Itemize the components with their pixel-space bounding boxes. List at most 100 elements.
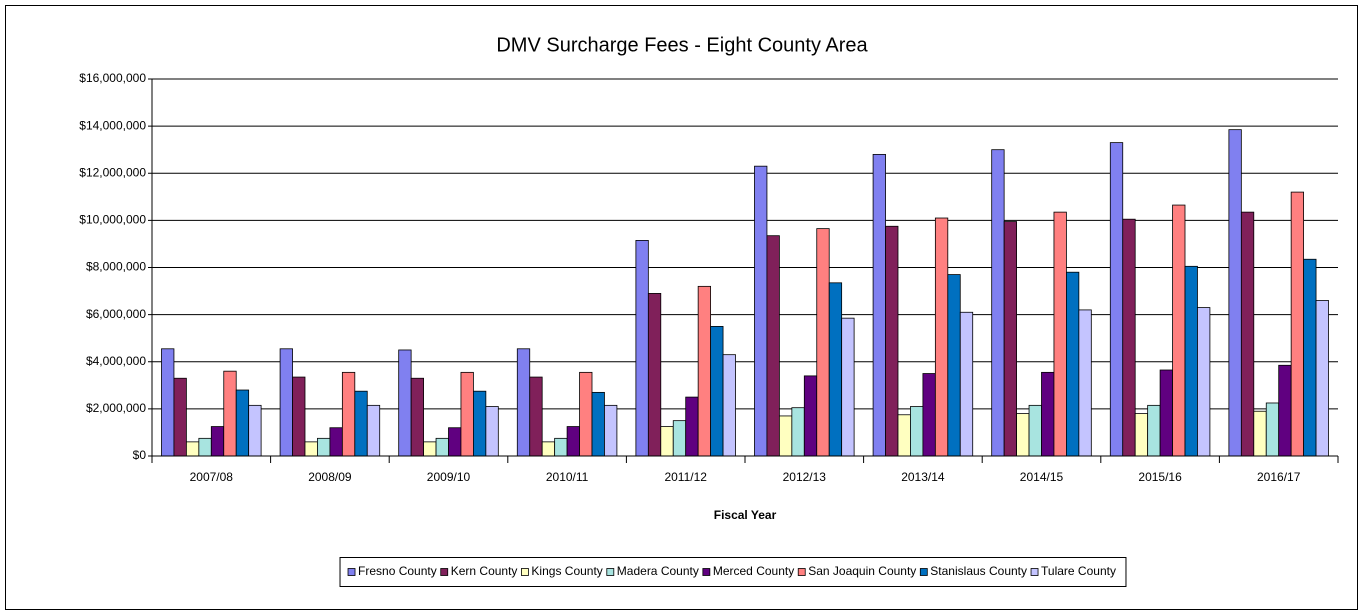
y-tick-label: $16,000,000 <box>79 71 146 85</box>
bar <box>722 354 736 457</box>
legend-label: Merced County <box>713 564 794 578</box>
y-tick-label: $6,000,000 <box>86 307 146 321</box>
bar <box>1134 413 1149 457</box>
bar <box>210 426 225 457</box>
bar <box>248 404 262 457</box>
bar <box>304 441 318 457</box>
bar <box>292 376 306 457</box>
legend-label: Kings County <box>531 564 602 578</box>
bar <box>1147 404 1161 457</box>
bar <box>1078 309 1092 457</box>
bar <box>566 426 580 457</box>
bar <box>354 390 368 457</box>
bar <box>1303 258 1317 457</box>
bar <box>1290 191 1305 457</box>
bar <box>198 437 212 457</box>
bar <box>1265 402 1280 457</box>
bar <box>647 293 662 457</box>
legend-swatch <box>347 568 356 576</box>
x-tick-label: 2016/17 <box>1257 470 1301 484</box>
legend-label: Stanislaus County <box>930 564 1027 578</box>
bar <box>329 427 343 457</box>
bar <box>473 390 487 457</box>
legend-label: Tulare County <box>1041 564 1116 578</box>
bar <box>991 149 1005 457</box>
chart-title: DMV Surcharge Fees - Eight County Area <box>496 34 868 56</box>
y-tick-label: $14,000,000 <box>79 118 146 132</box>
bar <box>341 371 356 457</box>
bar <box>816 228 830 457</box>
bar <box>803 375 818 457</box>
bar <box>529 376 543 457</box>
y-tick-label: $2,000,000 <box>86 401 146 415</box>
bar <box>1122 218 1136 457</box>
bar <box>1278 364 1292 457</box>
bar <box>398 349 412 457</box>
bar <box>235 389 250 457</box>
bar <box>435 437 449 457</box>
x-tick-label: 2007/08 <box>190 470 234 484</box>
y-tick-label: $10,000,000 <box>79 213 146 227</box>
bar <box>1197 307 1211 457</box>
legend-swatch <box>797 568 806 576</box>
bar <box>185 441 200 457</box>
legend-box <box>339 557 1127 587</box>
bar <box>1016 413 1030 457</box>
x-tick-label: 2012/13 <box>783 470 827 484</box>
bar <box>591 391 605 457</box>
legend-label: Kern County <box>451 564 518 578</box>
bar <box>1159 369 1173 457</box>
bar <box>685 396 699 457</box>
bar <box>910 406 924 457</box>
legend-swatch <box>702 568 711 576</box>
bar <box>1184 265 1198 457</box>
bar <box>579 371 593 457</box>
bar <box>1053 211 1067 457</box>
bar <box>841 317 855 457</box>
bar <box>410 377 424 457</box>
x-tick-label: 2011/12 <box>664 470 707 484</box>
bar <box>1228 129 1242 457</box>
legend-label: San Joaquin County <box>808 564 916 578</box>
bar <box>1172 204 1186 457</box>
bar <box>317 437 331 457</box>
chart-border <box>5 5 1358 610</box>
bar <box>959 311 974 457</box>
legend-swatch <box>919 568 928 576</box>
bar <box>161 348 175 457</box>
x-tick-label: 2013/14 <box>901 470 945 484</box>
bar <box>766 235 780 457</box>
bar <box>1003 221 1017 457</box>
bar <box>279 348 293 457</box>
legend-swatch <box>606 568 615 576</box>
bar <box>223 370 237 457</box>
bar <box>1253 410 1267 457</box>
bar <box>448 427 462 457</box>
bar <box>516 348 531 457</box>
bar <box>697 285 712 457</box>
x-axis-title: Fiscal Year <box>714 508 777 522</box>
x-tick-label: 2010/11 <box>546 470 589 484</box>
legend-swatch <box>440 568 449 576</box>
bar <box>485 406 499 457</box>
bar <box>423 441 437 457</box>
legend-swatch <box>521 568 529 576</box>
legend-swatch <box>1030 568 1039 576</box>
y-tick-label: $8,000,000 <box>86 260 146 274</box>
bar <box>1240 211 1255 457</box>
bar <box>1109 142 1124 457</box>
bar <box>791 407 805 457</box>
bar <box>1315 300 1329 457</box>
bar <box>672 420 687 457</box>
y-tick-label: $4,000,000 <box>86 354 146 368</box>
bar <box>897 414 911 457</box>
bar <box>922 373 936 457</box>
bar <box>828 282 843 457</box>
legend-label: Madera County <box>617 564 699 578</box>
bar <box>754 165 768 457</box>
bar <box>366 404 381 457</box>
bar <box>554 437 568 457</box>
x-tick-label: 2008/09 <box>308 470 352 484</box>
bar <box>778 415 793 457</box>
